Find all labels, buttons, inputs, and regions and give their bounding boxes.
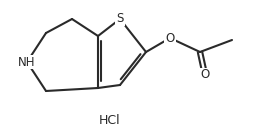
Text: HCl: HCl: [99, 113, 121, 126]
Text: O: O: [200, 68, 210, 82]
Text: O: O: [165, 32, 175, 45]
Text: NH: NH: [18, 55, 36, 68]
Text: S: S: [116, 13, 124, 26]
